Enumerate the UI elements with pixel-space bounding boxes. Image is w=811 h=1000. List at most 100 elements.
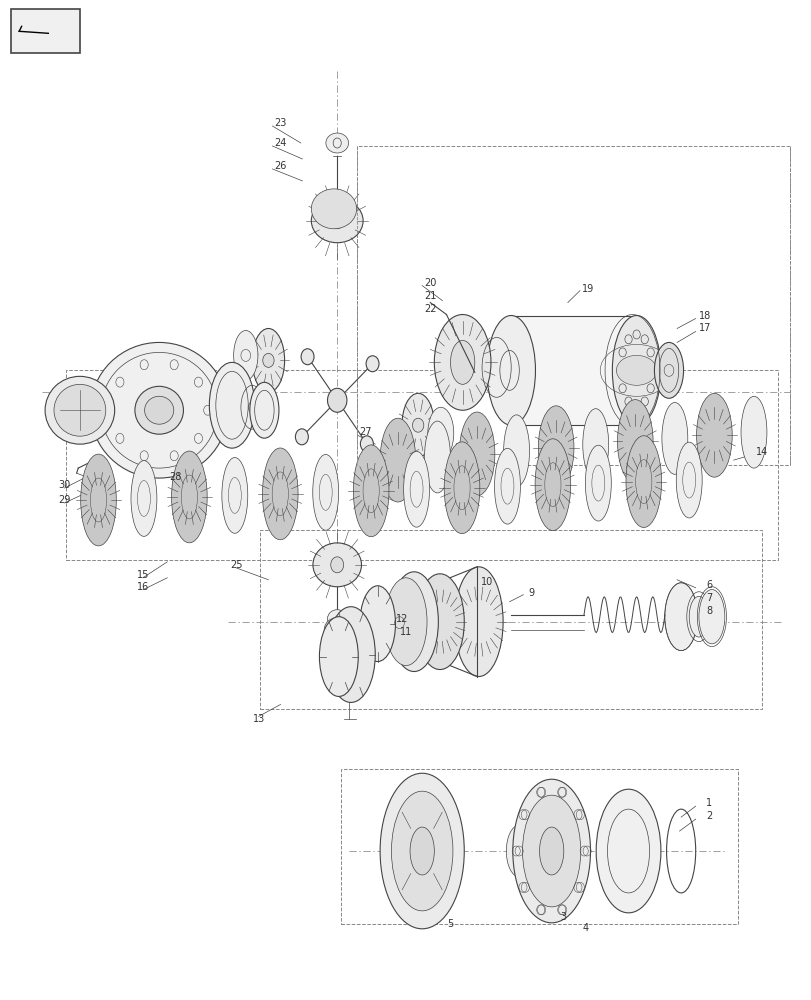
Ellipse shape (209, 362, 255, 448)
Ellipse shape (654, 342, 683, 398)
Text: 17: 17 (698, 323, 710, 333)
Circle shape (330, 213, 343, 229)
Ellipse shape (252, 328, 285, 392)
Ellipse shape (585, 445, 611, 521)
FancyBboxPatch shape (11, 9, 79, 53)
Ellipse shape (401, 393, 434, 457)
Text: 6: 6 (706, 580, 711, 590)
Text: 11: 11 (399, 627, 412, 637)
Text: 19: 19 (581, 284, 594, 294)
Text: 15: 15 (136, 570, 149, 580)
Circle shape (301, 349, 314, 365)
Text: 8: 8 (706, 606, 711, 616)
Text: 25: 25 (230, 560, 242, 570)
Circle shape (45, 28, 52, 38)
Ellipse shape (625, 436, 661, 527)
Text: 24: 24 (274, 138, 286, 148)
Bar (260, 530, 761, 709)
Ellipse shape (534, 439, 570, 531)
Ellipse shape (616, 400, 652, 483)
Text: 26: 26 (274, 161, 286, 171)
Ellipse shape (327, 610, 346, 628)
Ellipse shape (522, 795, 580, 907)
Text: 22: 22 (423, 304, 436, 314)
Text: 23: 23 (274, 118, 286, 128)
Ellipse shape (384, 578, 427, 666)
Text: 12: 12 (395, 614, 408, 624)
Ellipse shape (661, 402, 687, 474)
Ellipse shape (311, 199, 363, 243)
Ellipse shape (262, 448, 298, 540)
Ellipse shape (539, 827, 563, 875)
Ellipse shape (494, 448, 520, 524)
Ellipse shape (410, 827, 434, 875)
Ellipse shape (319, 617, 358, 696)
Ellipse shape (380, 418, 415, 502)
Ellipse shape (611, 316, 660, 425)
Text: 10: 10 (480, 577, 492, 587)
Ellipse shape (353, 445, 388, 537)
Ellipse shape (582, 409, 608, 480)
Ellipse shape (221, 458, 247, 533)
Circle shape (412, 418, 423, 432)
Ellipse shape (135, 386, 183, 434)
Ellipse shape (444, 442, 479, 534)
Ellipse shape (740, 396, 766, 468)
Text: 18: 18 (698, 311, 710, 321)
Ellipse shape (454, 567, 503, 677)
Bar (357, 146, 789, 465)
Ellipse shape (487, 316, 534, 425)
Text: 21: 21 (423, 291, 436, 301)
Ellipse shape (538, 406, 573, 490)
Circle shape (366, 356, 379, 372)
Ellipse shape (459, 412, 494, 496)
Text: 5: 5 (447, 919, 453, 929)
Circle shape (295, 429, 308, 445)
Text: 14: 14 (755, 447, 767, 457)
Text: 20: 20 (423, 278, 436, 288)
Text: 7: 7 (706, 593, 712, 603)
Text: 2: 2 (706, 811, 712, 821)
Text: 30: 30 (58, 480, 71, 490)
Ellipse shape (698, 590, 724, 644)
Ellipse shape (506, 825, 531, 877)
Ellipse shape (503, 415, 529, 487)
Ellipse shape (326, 607, 375, 702)
Ellipse shape (664, 583, 697, 651)
Ellipse shape (234, 330, 258, 380)
Ellipse shape (324, 618, 350, 642)
Circle shape (330, 557, 343, 573)
Ellipse shape (80, 454, 116, 546)
Text: 1: 1 (706, 798, 711, 808)
Ellipse shape (131, 461, 157, 536)
Text: 16: 16 (137, 582, 149, 592)
Circle shape (360, 436, 373, 452)
Ellipse shape (616, 355, 656, 385)
Text: 29: 29 (58, 495, 71, 505)
Text: 28: 28 (169, 472, 182, 482)
Ellipse shape (696, 393, 732, 477)
Ellipse shape (689, 596, 708, 637)
Ellipse shape (144, 396, 174, 424)
Ellipse shape (415, 574, 464, 670)
Ellipse shape (312, 543, 361, 587)
Text: 13: 13 (252, 714, 264, 724)
Bar (511, 316, 636, 425)
Text: 3: 3 (560, 912, 566, 922)
Circle shape (263, 353, 274, 367)
Ellipse shape (434, 315, 491, 410)
Ellipse shape (171, 451, 207, 543)
Ellipse shape (312, 454, 338, 530)
Bar (341, 769, 737, 924)
Ellipse shape (427, 407, 453, 459)
Bar (66, 370, 777, 560)
Text: 9: 9 (528, 588, 534, 598)
Ellipse shape (391, 791, 453, 911)
Ellipse shape (389, 572, 438, 672)
Circle shape (327, 388, 346, 412)
Ellipse shape (380, 773, 464, 929)
Circle shape (41, 24, 55, 42)
Ellipse shape (45, 376, 114, 444)
Text: 4: 4 (581, 923, 588, 933)
Ellipse shape (676, 442, 702, 518)
